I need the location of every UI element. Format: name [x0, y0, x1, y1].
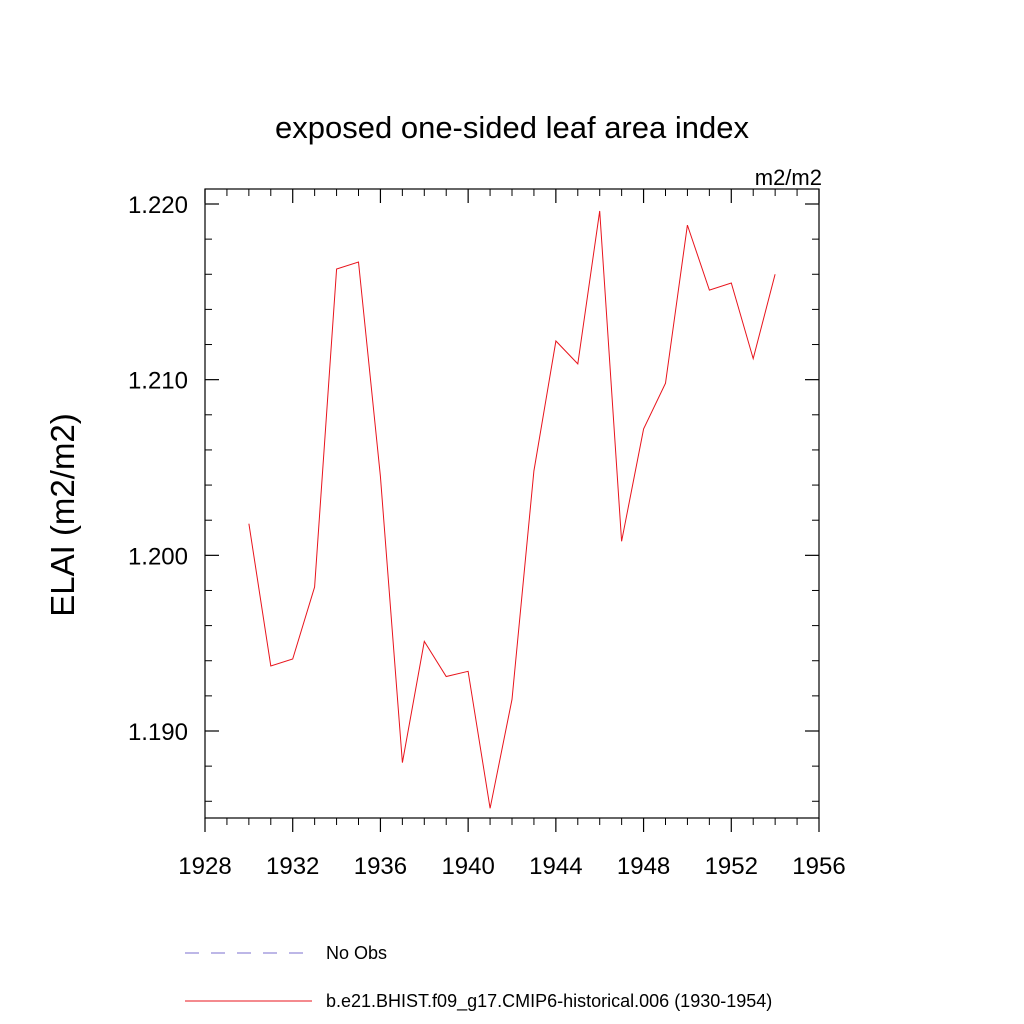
x-axis: 1928 1932 1936 1940 1944 1948 1952 1956: [178, 189, 846, 880]
y-tick-label: 1.190: [128, 719, 188, 746]
x-tick-label: 1956: [792, 853, 845, 880]
legend-label: b.e21.BHIST.f09_g17.CMIP6-historical.006…: [326, 991, 772, 1012]
x-tick-label: 1948: [617, 853, 670, 880]
plot-frame: [204, 188, 820, 819]
series-line: [248, 210, 776, 809]
x-tick-label: 1940: [441, 853, 494, 880]
y-axis-label: ELAI (m2/m2): [44, 413, 81, 617]
legend-label: No Obs: [326, 943, 387, 963]
x-tick-label: 1944: [529, 853, 582, 880]
legend: No Obs b.e21.BHIST.f09_g17.CMIP6-historic…: [185, 943, 772, 1012]
x-tick-label: 1928: [178, 853, 231, 880]
y-axis: 1.190 1.200 1.210 1.220: [128, 192, 819, 802]
y-tick-label: 1.220: [128, 192, 188, 219]
plot-lines: [248, 210, 776, 809]
units-label: m2/m2: [755, 165, 822, 190]
x-tick-label: 1952: [705, 853, 758, 880]
x-tick-label: 1936: [354, 853, 407, 880]
chart-title: exposed one-sided leaf area index: [275, 110, 749, 145]
y-tick-label: 1.200: [128, 543, 188, 570]
y-tick-label: 1.210: [128, 368, 188, 395]
x-tick-label: 1932: [266, 853, 319, 880]
